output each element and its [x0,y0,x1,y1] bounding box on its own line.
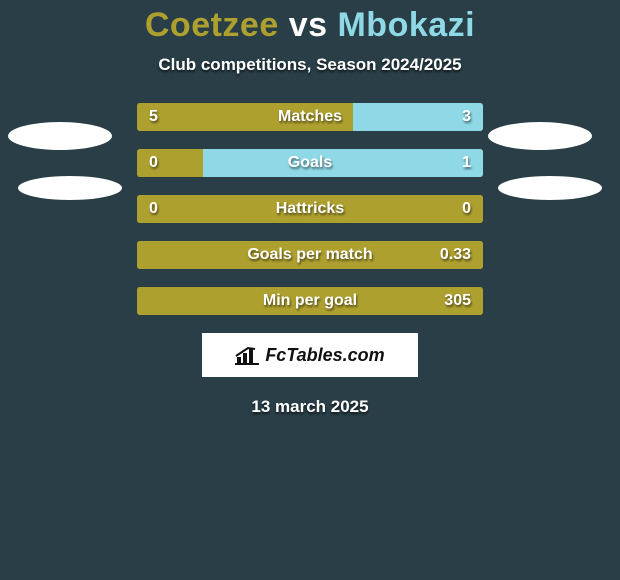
brand-chart-icon [235,345,259,365]
stat-fill-left [137,241,483,269]
stat-fill-right [203,149,483,177]
stat-value-left: 0 [149,195,158,223]
player2-name: Mbokazi [337,6,475,44]
stat-row: 0.33Goals per match [137,241,483,269]
brand-badge[interactable]: FcTables.com [202,333,418,377]
left-avatar [18,176,122,200]
stat-row: 305Min per goal [137,287,483,315]
stat-value-right: 3 [462,103,471,131]
stat-row: 00Hattricks [137,195,483,223]
stat-value-right: 0.33 [440,241,471,269]
stat-value-left: 5 [149,103,158,131]
stat-row: 01Goals [137,149,483,177]
comparison-card: Coetzee vs Mbokazi Club competitions, Se… [0,0,620,580]
stat-value-left: 0 [149,149,158,177]
player1-name: Coetzee [145,6,279,44]
stat-fill-left [137,195,483,223]
page-title: Coetzee vs Mbokazi [0,0,620,45]
right-avatar [498,176,602,200]
stat-fill-left [137,287,483,315]
date-label: 13 march 2025 [0,397,620,417]
brand-text: FcTables.com [265,345,384,366]
stat-fill-left [137,103,353,131]
right-avatar [488,122,592,150]
stat-value-right: 0 [462,195,471,223]
stat-fill-left [137,149,203,177]
left-avatar [8,122,112,150]
vs-separator: vs [289,6,328,44]
stat-value-right: 1 [462,149,471,177]
stat-value-right: 305 [444,287,471,315]
subtitle: Club competitions, Season 2024/2025 [0,55,620,75]
stat-row: 53Matches [137,103,483,131]
